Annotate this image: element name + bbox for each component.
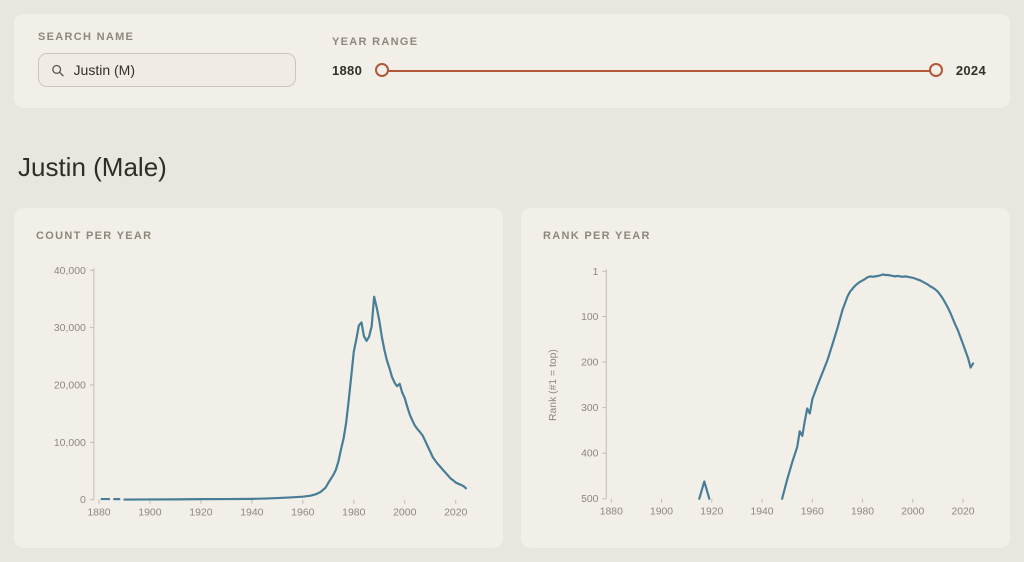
svg-text:20,000: 20,000 [54,381,86,392]
svg-text:Rank (#1 = top): Rank (#1 = top) [548,349,559,421]
svg-text:1900: 1900 [138,508,161,519]
search-group: SEARCH NAME [38,31,296,87]
rank-chart-card: RANK PER YEAR 1 100 200 300 400 500 1880 1900 19… [521,208,1010,548]
year-range-slider[interactable] [375,63,943,78]
filter-panel: SEARCH NAME YEAR RANGE 1880 2024 [14,14,1010,108]
count-chart-title: COUNT PER YEAR [36,230,153,242]
svg-text:2000: 2000 [901,507,924,518]
svg-text:1960: 1960 [801,507,824,518]
svg-text:1920: 1920 [700,507,723,518]
search-box[interactable] [38,53,296,87]
svg-text:2000: 2000 [393,508,416,519]
svg-text:1920: 1920 [189,508,212,519]
svg-text:1900: 1900 [650,507,673,518]
svg-text:10,000: 10,000 [54,438,86,449]
year-min-label: 1880 [332,63,363,78]
svg-text:500: 500 [581,494,599,505]
svg-text:200: 200 [581,357,599,368]
svg-text:2020: 2020 [951,507,974,518]
slider-handle-max[interactable] [928,63,943,77]
svg-text:30,000: 30,000 [54,323,86,334]
slider-track[interactable] [381,69,937,72]
year-range-group: YEAR RANGE 1880 2024 [332,36,986,78]
svg-text:1960: 1960 [291,508,314,519]
svg-text:400: 400 [581,449,599,460]
search-icon [52,64,64,76]
svg-text:1980: 1980 [851,507,874,518]
svg-text:1880: 1880 [600,507,623,518]
svg-text:2020: 2020 [444,508,467,519]
slider-handle-min[interactable] [375,63,390,77]
svg-text:1: 1 [593,267,599,278]
rank-chart-title: RANK PER YEAR [543,230,651,242]
svg-text:1940: 1940 [751,507,774,518]
svg-text:1880: 1880 [87,508,110,519]
year-range-label: YEAR RANGE [332,36,419,48]
search-input[interactable] [73,62,283,78]
search-name-label: SEARCH NAME [38,31,135,43]
svg-text:100: 100 [581,312,599,323]
svg-text:1940: 1940 [240,508,263,519]
svg-text:40,000: 40,000 [54,266,86,277]
year-range-slider-row: 1880 2024 [332,63,986,78]
count-chart-card: COUNT PER YEAR 0 10,000 20,000 30,000 40,000… [14,208,503,548]
svg-text:0: 0 [80,495,86,506]
count-per-year-chart: 0 10,000 20,000 30,000 40,000 1880 1900 1920 194… [54,266,468,519]
year-max-label: 2024 [955,63,986,78]
charts-row: COUNT PER YEAR 0 10,000 20,000 30,000 40,000… [14,208,1010,548]
svg-text:300: 300 [581,403,599,414]
page-title: Justin (Male) [18,152,167,182]
svg-text:1980: 1980 [342,508,365,519]
